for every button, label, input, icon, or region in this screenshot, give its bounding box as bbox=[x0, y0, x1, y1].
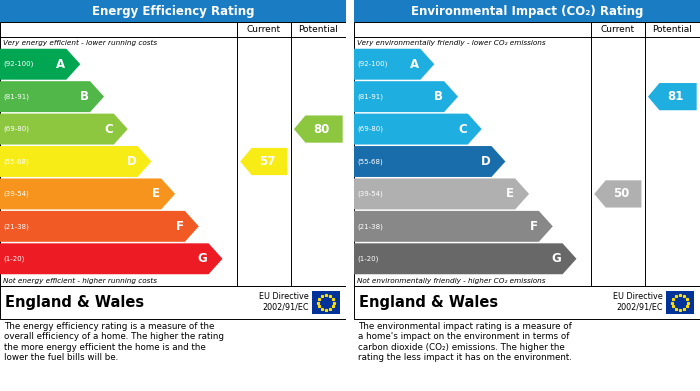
Text: (69-80): (69-80) bbox=[3, 126, 29, 132]
Polygon shape bbox=[354, 114, 482, 145]
Bar bbox=[354, 286, 700, 319]
Bar bbox=[346, 0, 354, 391]
Text: Current: Current bbox=[247, 25, 281, 34]
Text: (92-100): (92-100) bbox=[357, 61, 387, 68]
Text: (1-20): (1-20) bbox=[357, 256, 379, 262]
Text: Energy Efficiency Rating: Energy Efficiency Rating bbox=[92, 5, 254, 18]
Text: C: C bbox=[104, 122, 113, 136]
Text: Not environmentally friendly - higher CO₂ emissions: Not environmentally friendly - higher CO… bbox=[357, 278, 545, 283]
Text: Not energy efficient - higher running costs: Not energy efficient - higher running co… bbox=[3, 278, 157, 283]
Polygon shape bbox=[0, 81, 104, 112]
Polygon shape bbox=[354, 243, 577, 274]
Polygon shape bbox=[0, 114, 127, 145]
Polygon shape bbox=[0, 146, 151, 177]
Text: (21-38): (21-38) bbox=[357, 223, 383, 230]
Text: A: A bbox=[410, 58, 419, 71]
Text: Potential: Potential bbox=[652, 25, 692, 34]
Polygon shape bbox=[648, 83, 696, 110]
Bar bbox=[666, 291, 694, 314]
Polygon shape bbox=[0, 243, 223, 274]
Text: Current: Current bbox=[601, 25, 635, 34]
Text: 81: 81 bbox=[668, 90, 684, 103]
Text: G: G bbox=[198, 252, 208, 265]
Polygon shape bbox=[354, 211, 553, 242]
Polygon shape bbox=[354, 146, 505, 177]
Bar bbox=[0, 22, 346, 286]
Text: (81-91): (81-91) bbox=[357, 93, 383, 100]
Text: A: A bbox=[56, 58, 65, 71]
Text: G: G bbox=[552, 252, 561, 265]
Text: D: D bbox=[481, 155, 491, 168]
Text: B: B bbox=[80, 90, 89, 103]
Text: The energy efficiency rating is a measure of the
overall efficiency of a home. T: The energy efficiency rating is a measur… bbox=[4, 322, 224, 362]
Text: F: F bbox=[176, 220, 184, 233]
Text: Potential: Potential bbox=[298, 25, 338, 34]
Polygon shape bbox=[594, 180, 641, 208]
Text: (92-100): (92-100) bbox=[3, 61, 34, 68]
Text: 57: 57 bbox=[259, 155, 275, 168]
Text: B: B bbox=[434, 90, 443, 103]
Polygon shape bbox=[354, 49, 434, 80]
Text: (39-54): (39-54) bbox=[3, 191, 29, 197]
Text: (21-38): (21-38) bbox=[3, 223, 29, 230]
Text: The environmental impact rating is a measure of
a home's impact on the environme: The environmental impact rating is a mea… bbox=[358, 322, 572, 362]
Polygon shape bbox=[240, 148, 288, 175]
Polygon shape bbox=[0, 49, 80, 80]
Text: (55-68): (55-68) bbox=[3, 158, 29, 165]
Text: (69-80): (69-80) bbox=[357, 126, 383, 132]
Polygon shape bbox=[294, 115, 343, 143]
Polygon shape bbox=[0, 211, 199, 242]
Text: Very energy efficient - lower running costs: Very energy efficient - lower running co… bbox=[3, 39, 157, 46]
Text: Environmental Impact (CO₂) Rating: Environmental Impact (CO₂) Rating bbox=[411, 5, 643, 18]
Text: EU Directive
2002/91/EC: EU Directive 2002/91/EC bbox=[259, 292, 309, 311]
Text: England & Wales: England & Wales bbox=[359, 295, 498, 310]
Polygon shape bbox=[354, 178, 529, 210]
Text: (81-91): (81-91) bbox=[3, 93, 29, 100]
Bar bbox=[0, 0, 346, 22]
Bar bbox=[312, 291, 340, 314]
Text: (1-20): (1-20) bbox=[3, 256, 25, 262]
Polygon shape bbox=[354, 81, 458, 112]
Bar bbox=[0, 286, 346, 319]
Bar bbox=[354, 0, 700, 22]
Text: 80: 80 bbox=[314, 122, 330, 136]
Polygon shape bbox=[0, 178, 175, 210]
Text: EU Directive
2002/91/EC: EU Directive 2002/91/EC bbox=[613, 292, 663, 311]
Bar bbox=[354, 22, 700, 286]
Text: E: E bbox=[506, 187, 514, 201]
Text: D: D bbox=[127, 155, 136, 168]
Text: E: E bbox=[152, 187, 160, 201]
Text: Very environmentally friendly - lower CO₂ emissions: Very environmentally friendly - lower CO… bbox=[357, 39, 545, 46]
Text: 50: 50 bbox=[613, 187, 629, 201]
Text: England & Wales: England & Wales bbox=[5, 295, 144, 310]
Text: F: F bbox=[530, 220, 538, 233]
Text: C: C bbox=[458, 122, 467, 136]
Text: (55-68): (55-68) bbox=[357, 158, 383, 165]
Text: (39-54): (39-54) bbox=[357, 191, 383, 197]
